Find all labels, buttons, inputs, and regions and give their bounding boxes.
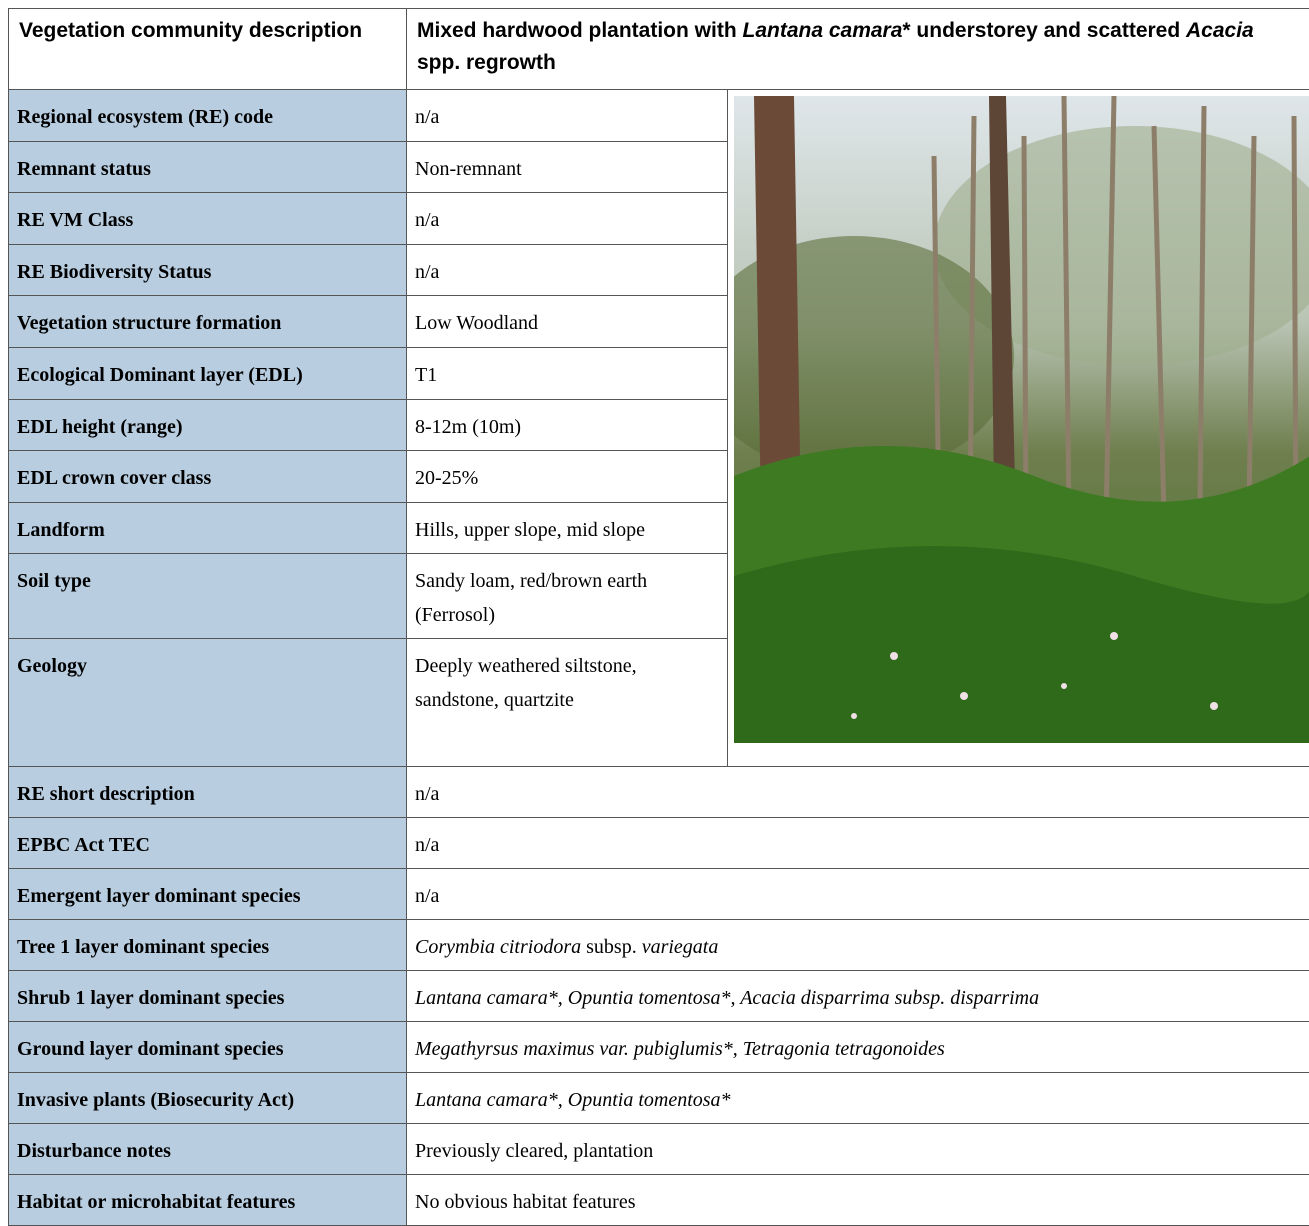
text-run: Previously cleared, plantation <box>415 1140 653 1162</box>
row-label: Disturbance notes <box>9 1124 407 1175</box>
row-value: T1 <box>407 348 728 400</box>
text-run: Corymbia citriodora <box>415 936 581 958</box>
row-value: Lantana camara*, Opuntia tomentosa* <box>407 1073 1309 1124</box>
row-label: Habitat or microhabitat features <box>9 1175 407 1226</box>
table-row: RE short description n/a <box>9 767 1309 818</box>
site-photo-cell <box>728 90 1309 767</box>
row-value: Corymbia citriodora subsp. variegata <box>407 920 1309 971</box>
text-run: Mixed hardwood plantation with <box>417 19 743 42</box>
text-run: Lantana camara*, Opuntia tomentosa* <box>415 1089 731 1111</box>
row-value: Megathyrsus maximus var. pubiglumis*, Te… <box>407 1022 1309 1073</box>
row-value: No obvious habitat features <box>407 1175 1309 1226</box>
text-run: variegata <box>642 936 719 958</box>
row-label: RE short description <box>9 767 407 818</box>
text-run: No obvious habitat features <box>415 1191 636 1213</box>
row-label: Invasive plants (Biosecurity Act) <box>9 1073 407 1124</box>
text-run: n/a <box>415 783 439 805</box>
row-label: RE VM Class <box>9 193 407 245</box>
table-row: Regional ecosystem (RE) code n/a <box>9 90 1309 142</box>
row-value: Non-remnant <box>407 141 728 193</box>
row-value: n/a <box>407 193 728 245</box>
row-label: Landform <box>9 502 407 554</box>
table-row: Invasive plants (Biosecurity Act) Lantana… <box>9 1073 1309 1124</box>
table-row: Habitat or microhabitat features No obvio… <box>9 1175 1309 1226</box>
row-value: 20-25% <box>407 451 728 503</box>
row-label: Geology <box>9 639 407 767</box>
text-run: n/a <box>415 209 439 231</box>
header-description: Mixed hardwood plantation with Lantana c… <box>407 9 1309 90</box>
text-run: n/a <box>415 885 439 907</box>
row-label: EPBC Act TEC <box>9 818 407 869</box>
table-row: Emergent layer dominant species n/a <box>9 869 1309 920</box>
row-value: n/a <box>407 869 1309 920</box>
row-label: Remnant status <box>9 141 407 193</box>
text-run: n/a <box>415 106 439 128</box>
text-run: Lantana camara <box>743 19 903 42</box>
row-label: Shrub 1 layer dominant species <box>9 971 407 1022</box>
site-photo <box>734 96 1309 743</box>
row-value: n/a <box>407 818 1309 869</box>
row-label: RE Biodiversity Status <box>9 244 407 296</box>
row-value: Low Woodland <box>407 296 728 348</box>
row-label: Soil type <box>9 554 407 639</box>
table-row: Shrub 1 layer dominant species Lantana ca… <box>9 971 1309 1022</box>
text-run: n/a <box>415 261 439 283</box>
row-label: Ground layer dominant species <box>9 1022 407 1073</box>
text-run: * understorey and scattered <box>902 19 1186 42</box>
text-run: 8-12m (10m) <box>415 416 521 438</box>
row-value: Previously cleared, plantation <box>407 1124 1309 1175</box>
row-label: EDL crown cover class <box>9 451 407 503</box>
row-label: Ecological Dominant layer (EDL) <box>9 348 407 400</box>
text-run: Low Woodland <box>415 312 538 334</box>
text-run: Deeply weathered siltstone, sandstone, q… <box>415 655 637 711</box>
text-run: 20-25% <box>415 467 478 489</box>
header-label: Vegetation community description <box>9 9 407 90</box>
row-label: EDL height (range) <box>9 399 407 451</box>
table-row: Ground layer dominant species Megathyrsus… <box>9 1022 1309 1073</box>
text-run: spp. regrowth <box>417 51 556 74</box>
row-value: 8-12m (10m) <box>407 399 728 451</box>
text-run: Acacia <box>1186 19 1254 42</box>
text-run: Lantana camara*, Opuntia tomentosa*, Aca… <box>415 987 1039 1009</box>
text-run: Hills, upper slope, mid slope <box>415 519 645 541</box>
text-run: Megathyrsus maximus var. pubiglumis*, Te… <box>415 1038 945 1060</box>
row-value: Deeply weathered siltstone, sandstone, q… <box>407 639 728 767</box>
row-value: Hills, upper slope, mid slope <box>407 502 728 554</box>
row-value: n/a <box>407 767 1309 818</box>
text-run: Non-remnant <box>415 158 522 180</box>
text-run: T1 <box>415 364 437 386</box>
row-value: Sandy loam, red/brown earth (Ferrosol) <box>407 554 728 639</box>
row-label: Tree 1 layer dominant species <box>9 920 407 971</box>
row-label: Regional ecosystem (RE) code <box>9 90 407 142</box>
table-row: EPBC Act TEC n/a <box>9 818 1309 869</box>
vegetation-table: Vegetation community description Mixed h… <box>8 8 1309 1226</box>
text-run: n/a <box>415 834 439 856</box>
table-body: Vegetation community description Mixed h… <box>9 9 1309 1226</box>
header-row: Vegetation community description Mixed h… <box>9 9 1309 90</box>
row-value: n/a <box>407 90 728 142</box>
row-value: n/a <box>407 244 728 296</box>
row-label: Vegetation structure formation <box>9 296 407 348</box>
row-value: Lantana camara*, Opuntia tomentosa*, Aca… <box>407 971 1309 1022</box>
text-run: Sandy loam, red/brown earth (Ferrosol) <box>415 570 647 626</box>
table-row: Disturbance notes Previously cleared, pla… <box>9 1124 1309 1175</box>
text-run: subsp. <box>581 936 642 958</box>
row-label: Emergent layer dominant species <box>9 869 407 920</box>
